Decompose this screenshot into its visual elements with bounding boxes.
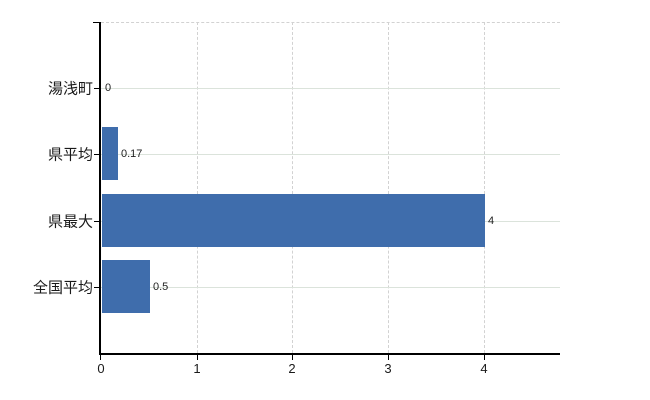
gridline-category xyxy=(101,88,560,89)
x-axis-tick-label: 4 xyxy=(480,361,488,376)
gridline-category xyxy=(101,154,560,155)
x-axis-tick xyxy=(197,355,198,360)
x-axis-tick xyxy=(484,355,485,360)
bar-value-label: 0.5 xyxy=(153,281,169,293)
y-axis-tick xyxy=(94,88,101,89)
bar-3 xyxy=(102,194,485,247)
gridline-x-1 xyxy=(197,22,198,353)
x-axis-tick xyxy=(292,355,293,360)
plot-top-border xyxy=(101,22,560,23)
category-label: 全国平均 xyxy=(32,279,93,297)
category-label: 県平均 xyxy=(47,146,93,164)
bar-2 xyxy=(102,127,118,180)
bar-value-label: 0.17 xyxy=(121,148,143,160)
y-axis-line xyxy=(99,22,101,355)
gridline-category xyxy=(101,287,560,288)
y-axis-tick xyxy=(94,154,101,155)
bar-value-label: 4 xyxy=(488,215,495,227)
y-axis-tick xyxy=(94,221,101,222)
bar-4 xyxy=(102,260,150,313)
x-axis-tick-label: 1 xyxy=(193,361,201,376)
category-label: 湯浅町 xyxy=(47,80,93,98)
y-axis-tick xyxy=(94,287,101,288)
bar-value-label: 0 xyxy=(105,82,112,94)
x-axis-tick xyxy=(388,355,389,360)
x-axis-tick-label: 0 xyxy=(97,361,105,376)
x-axis-line xyxy=(99,353,560,355)
gridline-x-3 xyxy=(388,22,389,353)
x-axis-tick-label: 2 xyxy=(288,361,296,376)
y-axis-top-tick xyxy=(93,22,99,23)
gridline-x-4 xyxy=(484,22,485,353)
x-axis-tick xyxy=(100,355,101,360)
category-label: 県最大 xyxy=(47,213,93,231)
gridline-x-2 xyxy=(292,22,293,353)
x-axis-tick-label: 3 xyxy=(384,361,392,376)
